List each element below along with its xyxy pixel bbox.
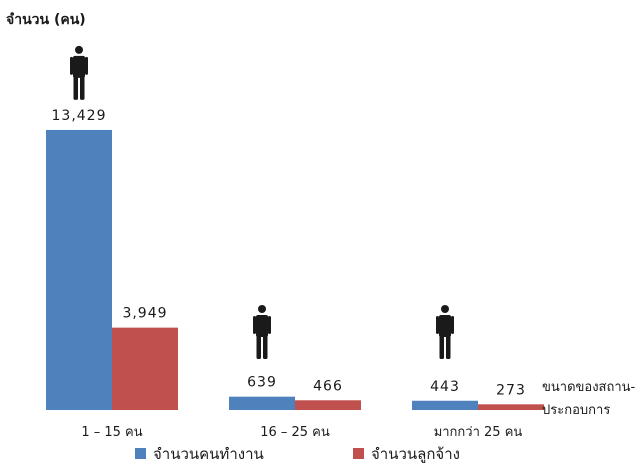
data-label-workers-2: 639 — [247, 375, 277, 391]
y-axis-label: จำนวน (คน) — [6, 12, 86, 28]
data-label-workers-1: 13,429 — [52, 108, 107, 124]
x-axis-label-line-2: ประกอบการ — [542, 403, 610, 418]
person-icon — [253, 305, 271, 359]
legend-label-workers: จำนวนคนทำงาน — [153, 445, 264, 463]
category-label-1: 1 – 15 คน — [81, 425, 142, 440]
bar-employees-3 — [478, 404, 544, 410]
category-label-3: มากกว่า 25 คน — [434, 425, 523, 440]
bar-employees-1 — [112, 327, 178, 410]
legend-label-employees: จำนวนลูกจ้าง — [371, 445, 460, 463]
data-label-employees-1: 3,949 — [122, 306, 167, 322]
bar-workers-2 — [229, 396, 295, 410]
bar-employees-2 — [295, 400, 361, 410]
bar-workers-1 — [46, 129, 112, 410]
legend-swatch-workers — [135, 448, 146, 459]
legend-swatch-employees — [353, 448, 364, 459]
person-icon — [70, 45, 88, 100]
data-label-employees-3: 273 — [496, 382, 526, 398]
category-label-2: 16 – 25 คน — [260, 425, 330, 440]
bar-workers-3 — [412, 400, 478, 410]
data-label-employees-2: 466 — [313, 378, 343, 394]
x-axis-label-line-1: ขนาดของสถาน- — [542, 380, 636, 395]
person-icon — [436, 305, 454, 359]
data-label-workers-3: 443 — [430, 379, 460, 395]
